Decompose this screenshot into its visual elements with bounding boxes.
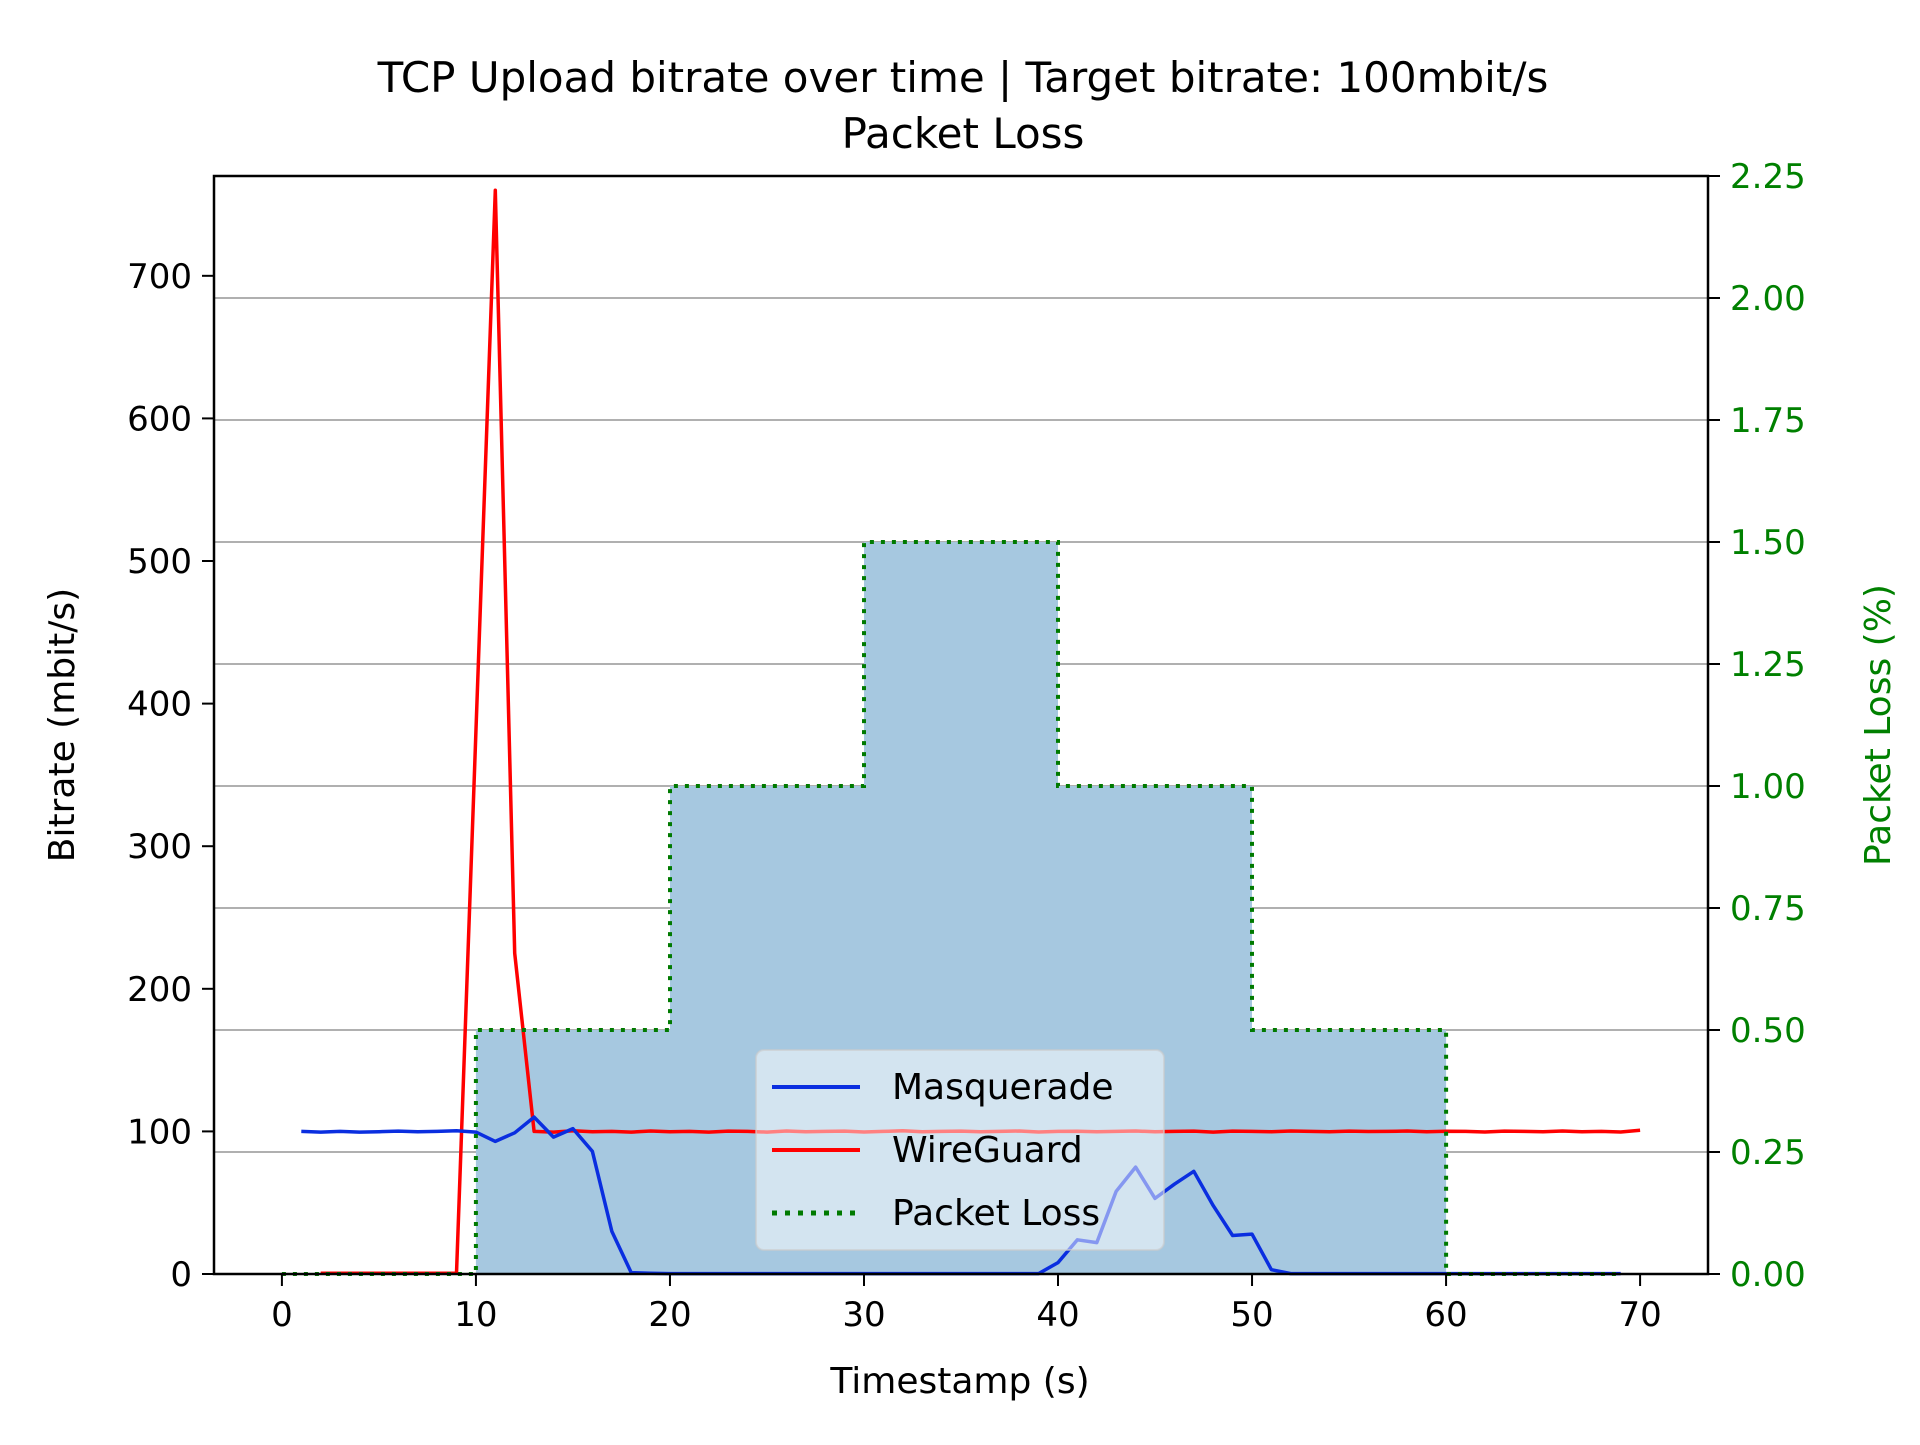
y-tick-label: 700 [127,257,192,297]
y2-tick-label: 0.75 [1730,889,1806,929]
plot-frame [212,174,1710,1276]
legend-label-wireguard: WireGuard [892,1130,1083,1171]
y-tick-label: 0 [170,1255,192,1295]
y-tick-label: 600 [127,399,192,439]
y2-tick-label: 0.00 [1730,1255,1806,1295]
y-axis-left: 0 100 200 300 400 500 600 700 [127,257,214,1295]
legend-box [755,1049,1165,1251]
y2-tick-label: 2.25 [1730,157,1806,197]
x-tick-label: 50 [1230,1295,1273,1335]
chart-subtitle: Packet Loss [842,109,1085,158]
x-tick-label: 30 [842,1295,885,1335]
y-axis-right: 0.00 0.25 0.50 0.75 1.00 1.25 1.50 1.75 2.00 2.25 [1708,157,1806,1295]
packet-loss-fill-layer [281,542,1621,1274]
y2-tick-label: 1.50 [1730,523,1806,563]
legend-label-packet-loss: Packet Loss [892,1193,1100,1234]
x-tick-label: 40 [1036,1295,1079,1335]
y-tick-label: 500 [127,542,192,582]
x-tick-label: 60 [1424,1295,1467,1335]
y2-axis-label: Packet Loss (%) [1858,584,1899,866]
y2-tick-label: 2.00 [1730,279,1806,319]
y2-tick-label: 0.50 [1730,1011,1806,1051]
x-tick-label: 20 [648,1295,691,1335]
packet-loss-area [281,542,1621,1274]
y-axis-label: Bitrate (mbit/s) [42,588,83,862]
chart-title: TCP Upload bitrate over time | Target bi… [377,53,1549,102]
y2-tick-label: 1.75 [1730,401,1806,441]
series-line-packet-loss [281,540,1621,1276]
y2-tick-label: 0.25 [1730,1133,1806,1173]
x-axis-label: Timestamp (s) [829,1361,1089,1402]
x-tick-label: 0 [271,1295,293,1335]
legend: Masquerade WireGuard Packet Loss [755,1049,1165,1251]
y2-tick-label: 1.00 [1730,767,1806,807]
legend-label-masquerade: Masquerade [892,1067,1114,1108]
y-tick-label: 100 [127,1112,192,1152]
x-axis: 0 10 20 30 40 50 60 70 [271,1274,1662,1335]
y-tick-label: 200 [127,970,192,1010]
x-tick-label: 10 [454,1295,497,1335]
y2-tick-label: 1.25 [1730,645,1806,685]
y-tick-label: 400 [127,685,192,725]
x-tick-label: 70 [1618,1295,1661,1335]
y-tick-label: 300 [127,827,192,867]
